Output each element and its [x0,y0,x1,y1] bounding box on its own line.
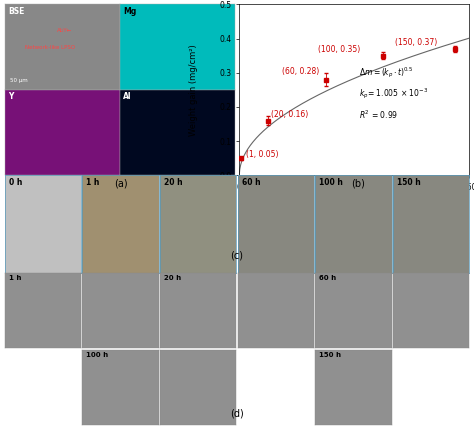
Text: (a): (a) [114,178,128,188]
Text: 1 h: 1 h [86,178,100,187]
Text: 0 h: 0 h [9,178,22,187]
Text: 1 h: 1 h [9,275,21,281]
Text: (60, 0.28): (60, 0.28) [283,67,319,76]
Text: 60 h: 60 h [319,275,337,281]
Text: 150 h: 150 h [397,178,420,187]
Text: BSE: BSE [8,7,25,16]
Text: 100 h: 100 h [319,178,343,187]
Text: Y: Y [8,92,14,101]
Text: Al: Al [123,92,132,101]
Text: Mg: Mg [123,7,137,16]
Text: Network-like LPSO: Network-like LPSO [26,45,75,50]
Text: 150 h: 150 h [319,352,341,358]
Text: 20 h: 20 h [164,178,182,187]
Text: (20, 0.16): (20, 0.16) [271,110,308,119]
Text: 20 h: 20 h [164,275,181,281]
X-axis label: Oxidation time (h): Oxidation time (h) [316,193,392,202]
Text: Al₂Y←: Al₂Y← [56,28,72,33]
Text: 100 h: 100 h [86,352,109,358]
Text: $\Delta m = (k_p \cdot t)^{0.5}$
$k_p$= 1.005 × 10$^{-3}$
$R^2$ = 0.99: $\Delta m = (k_p \cdot t)^{0.5}$ $k_p$= … [359,66,428,121]
Text: (1, 0.05): (1, 0.05) [246,150,279,159]
Text: (150, 0.37): (150, 0.37) [394,38,437,47]
Text: (b): (b) [351,178,365,188]
Text: (d): (d) [230,408,244,418]
Text: (100, 0.35): (100, 0.35) [319,45,361,54]
Text: 60 h: 60 h [242,178,260,187]
Y-axis label: Weight gain (mg/cm²): Weight gain (mg/cm²) [189,44,198,136]
Text: (c): (c) [230,250,244,260]
Text: 50 μm: 50 μm [10,78,28,83]
